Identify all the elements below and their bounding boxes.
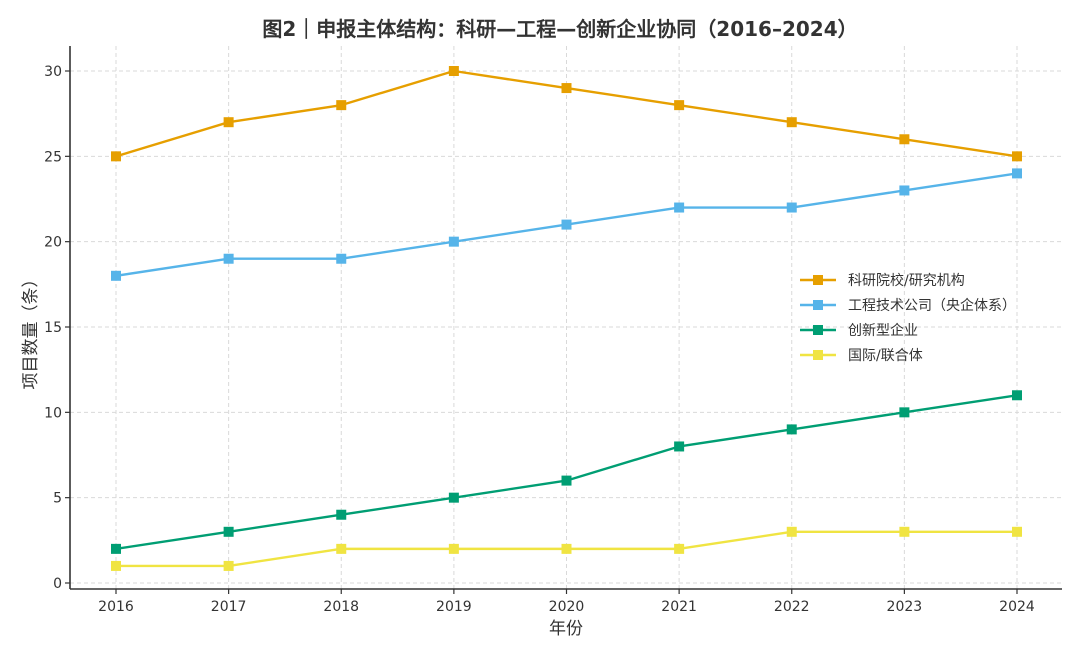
data-point: [561, 219, 572, 230]
x-tick-label: 2016: [98, 599, 134, 615]
x-tick-label: 2017: [211, 599, 247, 615]
legend-marker: [813, 325, 823, 335]
data-point: [111, 543, 121, 554]
data-point: [561, 475, 572, 486]
x-tick-label: 2023: [887, 599, 923, 615]
legend-label: 国际/联合体: [848, 348, 923, 364]
data-point: [336, 543, 347, 554]
legend-label: 创新型企业: [848, 322, 918, 339]
data-point: [336, 100, 347, 111]
x-tick-label: 2018: [323, 599, 359, 615]
y-tick-label: 15: [44, 320, 62, 336]
legend-marker: [813, 300, 823, 310]
series: [111, 66, 1022, 571]
series-2: [111, 390, 1022, 554]
legend-marker: [813, 350, 823, 360]
y-tick-label: 20: [44, 235, 62, 251]
series-3: [111, 526, 1022, 571]
x-tick-label: 2022: [774, 599, 810, 615]
legend-item: 科研院校/研究机构: [800, 272, 965, 289]
data-point: [111, 270, 121, 281]
y-axis-label: 项目数量（条）: [21, 271, 41, 390]
grid: [70, 46, 1062, 589]
data-point: [1012, 526, 1022, 537]
data-point: [674, 543, 685, 554]
data-point: [111, 151, 121, 162]
y-tick-label: 30: [44, 64, 62, 80]
data-point: [674, 100, 685, 111]
data-point: [223, 253, 234, 264]
legend-item: 国际/联合体: [800, 348, 923, 364]
series-1: [111, 168, 1022, 281]
data-point: [786, 424, 797, 435]
data-point: [899, 134, 910, 145]
y-tick-label: 5: [53, 491, 62, 507]
series-0: [111, 66, 1022, 162]
data-point: [223, 117, 234, 128]
legend-label: 工程技术公司（央企体系）: [848, 297, 1016, 314]
legend-item: 工程技术公司（央企体系）: [800, 297, 1016, 314]
data-point: [336, 509, 347, 520]
data-point: [786, 526, 797, 537]
data-point: [448, 236, 459, 247]
data-point: [786, 202, 797, 213]
x-tick-label: 2021: [661, 599, 697, 615]
data-point: [561, 83, 572, 94]
data-point: [561, 543, 572, 554]
x-axis-label: 年份: [549, 619, 583, 639]
data-point: [899, 526, 910, 537]
y-tick-label: 0: [53, 576, 62, 592]
legend-item: 创新型企业: [800, 322, 918, 339]
data-point: [1012, 168, 1022, 179]
data-point: [899, 407, 910, 418]
x-tick-label: 2024: [999, 599, 1035, 615]
y-tick-label: 10: [44, 405, 62, 421]
data-point: [223, 526, 234, 537]
y-tick-label: 25: [44, 149, 62, 165]
data-point: [111, 560, 121, 571]
chart-title: 图2｜申报主体结构：科研—工程—创新企业协同（2016–2024）: [262, 17, 857, 41]
axes: [69, 46, 1062, 590]
data-point: [674, 441, 685, 452]
x-tick-label: 2020: [549, 599, 585, 615]
data-point: [448, 66, 459, 76]
data-point: [786, 117, 797, 128]
data-point: [1012, 151, 1022, 162]
x-axis-ticks: 2016 2017 2018 2019 2020 2021 2022 2023 2024: [98, 589, 1035, 615]
data-point: [448, 492, 459, 503]
y-axis-ticks: 0 5 10 15 20 25 30: [44, 64, 70, 592]
data-point: [1012, 390, 1022, 401]
legend-label: 科研院校/研究机构: [848, 272, 965, 289]
data-point: [336, 253, 347, 264]
data-point: [448, 543, 459, 554]
data-point: [223, 560, 234, 571]
data-point: [899, 185, 910, 196]
data-point: [674, 202, 685, 213]
legend-marker: [813, 275, 823, 285]
x-tick-label: 2019: [436, 599, 472, 615]
